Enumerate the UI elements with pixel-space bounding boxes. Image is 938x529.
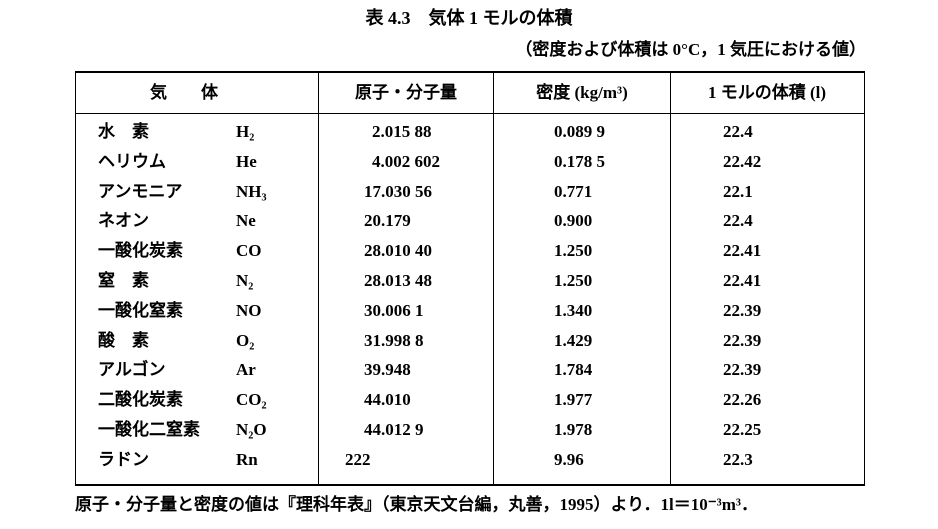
formula: H₂: [236, 122, 255, 141]
molecular-mass: 30.006 1: [364, 300, 424, 320]
density: 1.340: [554, 300, 593, 320]
gas-name: 一酸化炭素: [98, 241, 183, 261]
molecular-mass: 31.998 8: [364, 330, 424, 350]
column-divider: [318, 71, 319, 486]
formula: Rn: [236, 449, 258, 469]
molar-volume: 22.25: [723, 420, 762, 439]
molar-volume: 22.41: [723, 241, 762, 261]
molecular-mass: 20.179: [364, 211, 411, 231]
density: 1.977: [554, 390, 593, 410]
density: 0.089 9: [554, 122, 605, 141]
table-left-border: [75, 71, 76, 486]
formula: N₂O: [236, 420, 267, 439]
gas-name: 酸 素: [98, 330, 149, 350]
table-bottom-border: [75, 484, 865, 486]
molecular-mass: 28.010 40: [364, 241, 432, 261]
density: 1.250: [554, 241, 593, 261]
density: 1.784: [554, 360, 593, 380]
formula: O₂: [236, 330, 255, 350]
table-right-border: [864, 71, 865, 486]
title: 表 4.3 気体 1 モルの体積: [365, 8, 573, 28]
molar-volume: 22.39: [723, 360, 762, 380]
gas-name: 水 素: [98, 122, 149, 141]
gas-name: 一酸化窒素: [98, 300, 183, 320]
density: 1.978: [554, 420, 593, 439]
molecular-mass: 28.013 48: [364, 271, 432, 290]
molar-volume: 22.26: [723, 390, 762, 410]
table-top-border: [75, 71, 865, 73]
header-border: [75, 113, 865, 114]
column-divider: [493, 71, 494, 486]
molar-volume: 22.4: [723, 122, 753, 141]
formula: Ar: [236, 360, 256, 380]
molecular-mass: 44.012 9: [364, 420, 424, 439]
formula: N₂: [236, 271, 254, 290]
formula: NH₃: [236, 181, 267, 201]
density: 9.96: [554, 449, 584, 469]
formula: NO: [236, 300, 262, 320]
gas-name: アンモニア: [98, 181, 183, 201]
molecular-mass: 44.010: [364, 390, 411, 410]
formula: CO₂: [236, 390, 267, 410]
molar-volume: 22.4: [723, 211, 753, 231]
density: 0.771: [554, 181, 593, 201]
gas-name: 一酸化二窒素: [98, 420, 200, 439]
molecular-mass: 39.948: [364, 360, 411, 380]
density: 1.429: [554, 330, 593, 350]
column-header: 密度 (kg/m³): [536, 83, 628, 102]
molar-volume: 22.3: [723, 449, 753, 469]
footnote: 原子・分子量と密度の値は『理科年表』（東京天文台編，丸善，1995）より．1l＝…: [75, 495, 759, 514]
molar-volume: 22.1: [723, 181, 753, 201]
molecular-mass: 4.002 602: [372, 151, 440, 171]
column-header: 気 体: [150, 83, 218, 102]
density: 1.250: [554, 271, 593, 290]
molar-volume: 22.41: [723, 271, 762, 290]
molar-volume: 22.39: [723, 330, 762, 350]
column-header: 原子・分子量: [355, 83, 457, 102]
molar-volume: 22.39: [723, 300, 762, 320]
molecular-mass: 222: [345, 449, 371, 469]
column-header: 1 モルの体積 (l): [707, 83, 827, 102]
molar-volume: 22.42: [723, 151, 762, 171]
molecular-mass: 17.030 56: [364, 181, 432, 201]
subtitle: （密度および体積は 0°C，1 気圧における値）: [515, 40, 866, 59]
molecular-mass: 2.015 88: [372, 122, 432, 141]
gas-name: ネオン: [98, 211, 149, 231]
gas-name: ヘリウム: [98, 151, 166, 171]
formula: Ne: [236, 211, 256, 231]
formula: CO: [236, 241, 262, 261]
gas-name: 二酸化炭素: [98, 390, 183, 410]
column-divider: [670, 71, 671, 486]
density: 0.900: [554, 211, 593, 231]
gas-name: ラドン: [98, 449, 149, 469]
density: 0.178 5: [554, 151, 605, 171]
formula: He: [236, 151, 257, 171]
gas-name: 窒 素: [98, 271, 149, 290]
gas-name: アルゴン: [98, 360, 166, 380]
